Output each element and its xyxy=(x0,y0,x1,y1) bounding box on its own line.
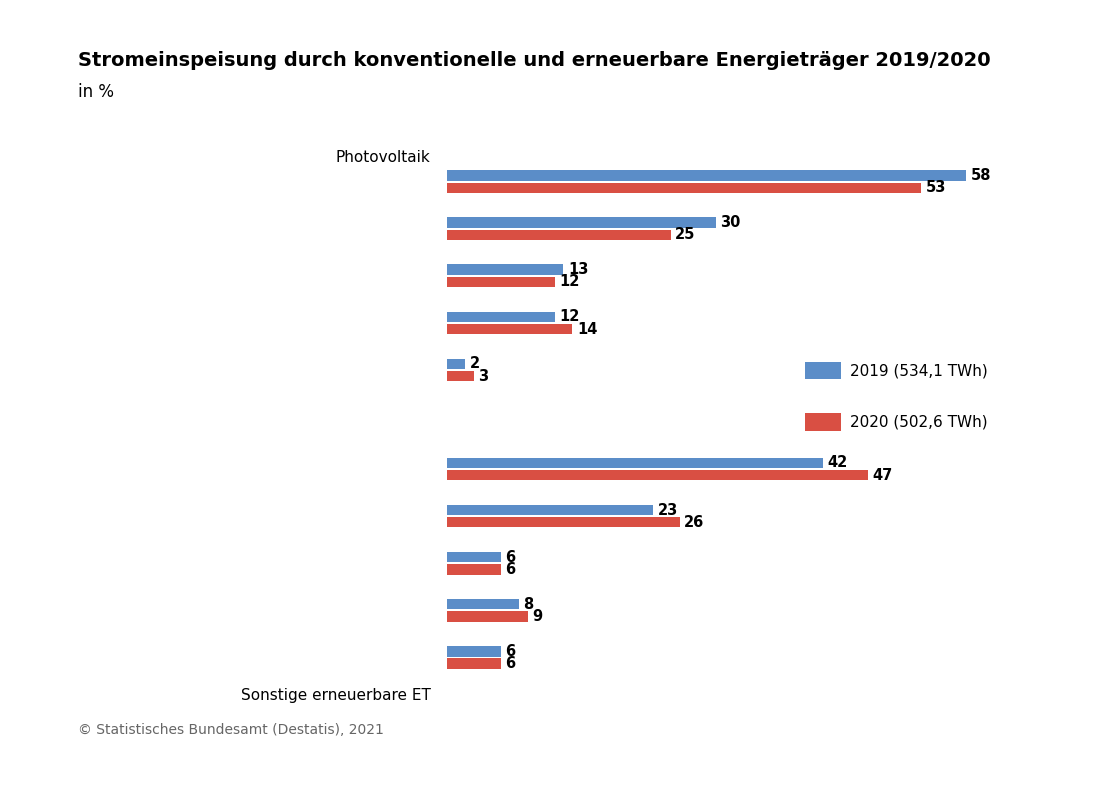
Bar xyxy=(447,217,716,228)
Bar xyxy=(447,171,966,181)
Bar xyxy=(447,182,921,193)
Text: Photovoltaik: Photovoltaik xyxy=(335,151,430,165)
Bar xyxy=(447,265,563,275)
Text: Stromeinspeisung durch konventionelle und erneuerbare Energieträger 2019/2020: Stromeinspeisung durch konventionelle un… xyxy=(78,51,991,70)
Bar xyxy=(447,324,572,334)
Text: 6: 6 xyxy=(505,562,515,577)
Bar xyxy=(447,658,501,669)
Bar xyxy=(447,230,671,240)
Bar xyxy=(447,505,653,515)
Bar xyxy=(447,599,519,609)
Bar xyxy=(447,517,680,528)
Text: 26: 26 xyxy=(684,515,704,530)
Text: 13: 13 xyxy=(568,262,588,277)
Text: 53: 53 xyxy=(926,180,946,195)
Bar xyxy=(447,359,465,369)
Bar xyxy=(447,311,555,322)
Text: 25: 25 xyxy=(675,228,695,243)
Text: 2020 (502,6 TWh): 2020 (502,6 TWh) xyxy=(850,415,987,429)
Text: 2019 (534,1 TWh): 2019 (534,1 TWh) xyxy=(850,363,987,378)
Text: 12: 12 xyxy=(559,274,579,289)
Bar xyxy=(447,457,823,468)
Text: 6: 6 xyxy=(505,550,515,565)
Text: 2: 2 xyxy=(470,356,480,371)
Text: © Statistisches Bundesamt (Destatis), 2021: © Statistisches Bundesamt (Destatis), 20… xyxy=(78,723,385,737)
Text: Sonstige erneuerbare ET: Sonstige erneuerbare ET xyxy=(240,688,430,702)
Text: in %: in % xyxy=(78,83,114,101)
Text: 30: 30 xyxy=(720,215,740,230)
Text: 6: 6 xyxy=(505,656,515,672)
Text: 58: 58 xyxy=(970,168,991,183)
Text: 9: 9 xyxy=(532,609,542,624)
Text: 14: 14 xyxy=(577,322,597,337)
Text: 6: 6 xyxy=(505,644,515,659)
Text: 8: 8 xyxy=(523,596,533,611)
Text: 12: 12 xyxy=(559,310,579,325)
Text: 3: 3 xyxy=(479,369,489,384)
Text: 47: 47 xyxy=(872,468,892,483)
Text: 42: 42 xyxy=(827,455,847,470)
Bar xyxy=(447,371,474,382)
Bar xyxy=(447,646,501,656)
Text: 23: 23 xyxy=(657,502,678,517)
Bar xyxy=(447,564,501,574)
Bar xyxy=(447,470,868,480)
Bar xyxy=(447,276,555,287)
Bar xyxy=(447,552,501,562)
Bar xyxy=(447,611,528,622)
